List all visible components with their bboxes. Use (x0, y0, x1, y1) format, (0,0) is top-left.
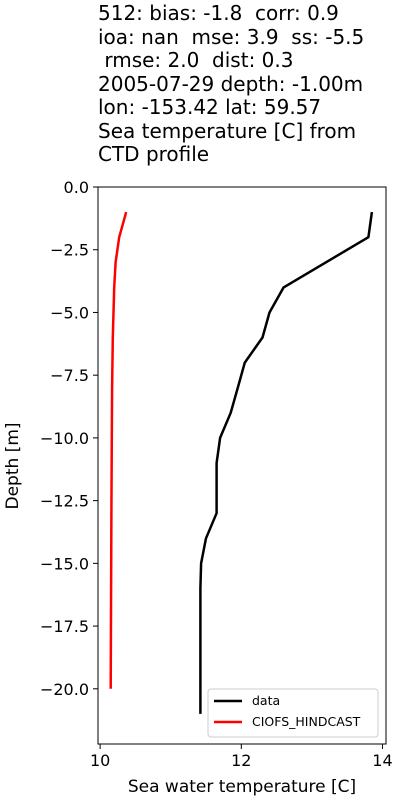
title-line-4: 2005-07-29 depth: -1.00m (98, 71, 364, 96)
y-axis: 0.0 −2.5 −5.0 −7.5 −10.0 −12.5 −15.0 −17.5 −20.0 (40, 178, 98, 699)
legend-box (207, 688, 379, 738)
plot-frame (97, 186, 387, 745)
x-tick-label: 12 (231, 751, 251, 770)
title-line-2: ioa: nan mse: 3.9 ss: -5.5 (98, 24, 365, 49)
x-axis-label: Sea water temperature [C] (128, 777, 356, 797)
title-line-1: 512: bias: -1.8 corr: 0.9 (98, 1, 339, 25)
series-line-ciofs-hindcast (109, 211, 128, 689)
y-tick-label: −17.5 (40, 617, 89, 636)
legend-label-ciofs-hindcast: CIOFS_HINDCAST (252, 714, 361, 729)
y-tick-label: −12.5 (40, 492, 89, 511)
title-line-5: lon: -153.42 lat: 59.57 (98, 95, 322, 119)
x-axis: 10 12 14 (90, 744, 393, 770)
y-tick-label: −10.0 (40, 429, 89, 448)
x-tick-label: 14 (372, 751, 392, 770)
y-tick-label: −20.0 (40, 680, 89, 699)
y-tick-label: 0.0 (64, 178, 89, 197)
series-layer (109, 211, 374, 714)
y-tick-label: −7.5 (50, 366, 89, 385)
x-tick-label: 10 (90, 751, 110, 770)
y-tick-label: −15.0 (40, 554, 89, 573)
y-axis-label: Depth [m] (3, 422, 23, 509)
y-tick-label: −5.0 (50, 303, 89, 322)
legend-label-data: data (252, 693, 280, 708)
y-tick-label: −2.5 (50, 241, 89, 260)
title-line-3: rmse: 2.0 dist: 0.3 (98, 48, 294, 72)
chart-title: 512: bias: -1.8 corr: 0.9 ioa: nan mse: … (98, 1, 398, 167)
legend: data CIOFS_HINDCAST (207, 688, 379, 738)
title-line-6: Sea temperature [C] from (98, 118, 357, 143)
series-line-data (199, 211, 374, 714)
title-line-7: CTD profile (98, 142, 210, 166)
